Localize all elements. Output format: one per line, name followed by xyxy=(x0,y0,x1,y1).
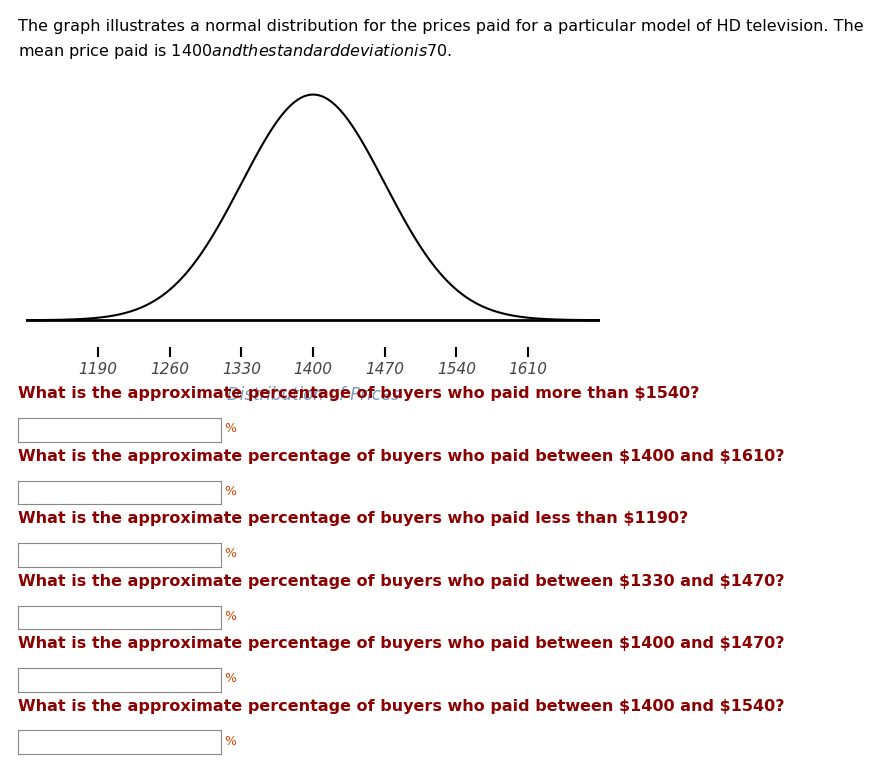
Text: %: % xyxy=(224,485,236,498)
Text: What is the approximate percentage of buyers who paid more than \$1540?: What is the approximate percentage of bu… xyxy=(18,386,699,402)
Text: %: % xyxy=(224,422,236,435)
Text: What is the approximate percentage of buyers who paid between \$1400 and \$1470?: What is the approximate percentage of bu… xyxy=(18,636,784,651)
Text: What is the approximate percentage of buyers who paid between \$1330 and \$1470?: What is the approximate percentage of bu… xyxy=(18,574,784,589)
Text: mean price paid is $1400 and the standard deviation is $70.: mean price paid is $1400 and the standar… xyxy=(18,42,452,61)
Text: %: % xyxy=(224,672,236,685)
Text: %: % xyxy=(224,734,236,747)
Text: What is the approximate percentage of buyers who paid between \$1400 and \$1610?: What is the approximate percentage of bu… xyxy=(18,449,784,464)
X-axis label: Distribution of Prices: Distribution of Prices xyxy=(227,386,400,404)
Text: %: % xyxy=(224,547,236,560)
Text: %: % xyxy=(224,610,236,623)
Text: The graph illustrates a normal distribution for the prices paid for a particular: The graph illustrates a normal distribut… xyxy=(18,19,863,34)
Text: What is the approximate percentage of buyers who paid less than \$1190?: What is the approximate percentage of bu… xyxy=(18,511,688,526)
Text: What is the approximate percentage of buyers who paid between \$1400 and \$1540?: What is the approximate percentage of bu… xyxy=(18,698,784,714)
